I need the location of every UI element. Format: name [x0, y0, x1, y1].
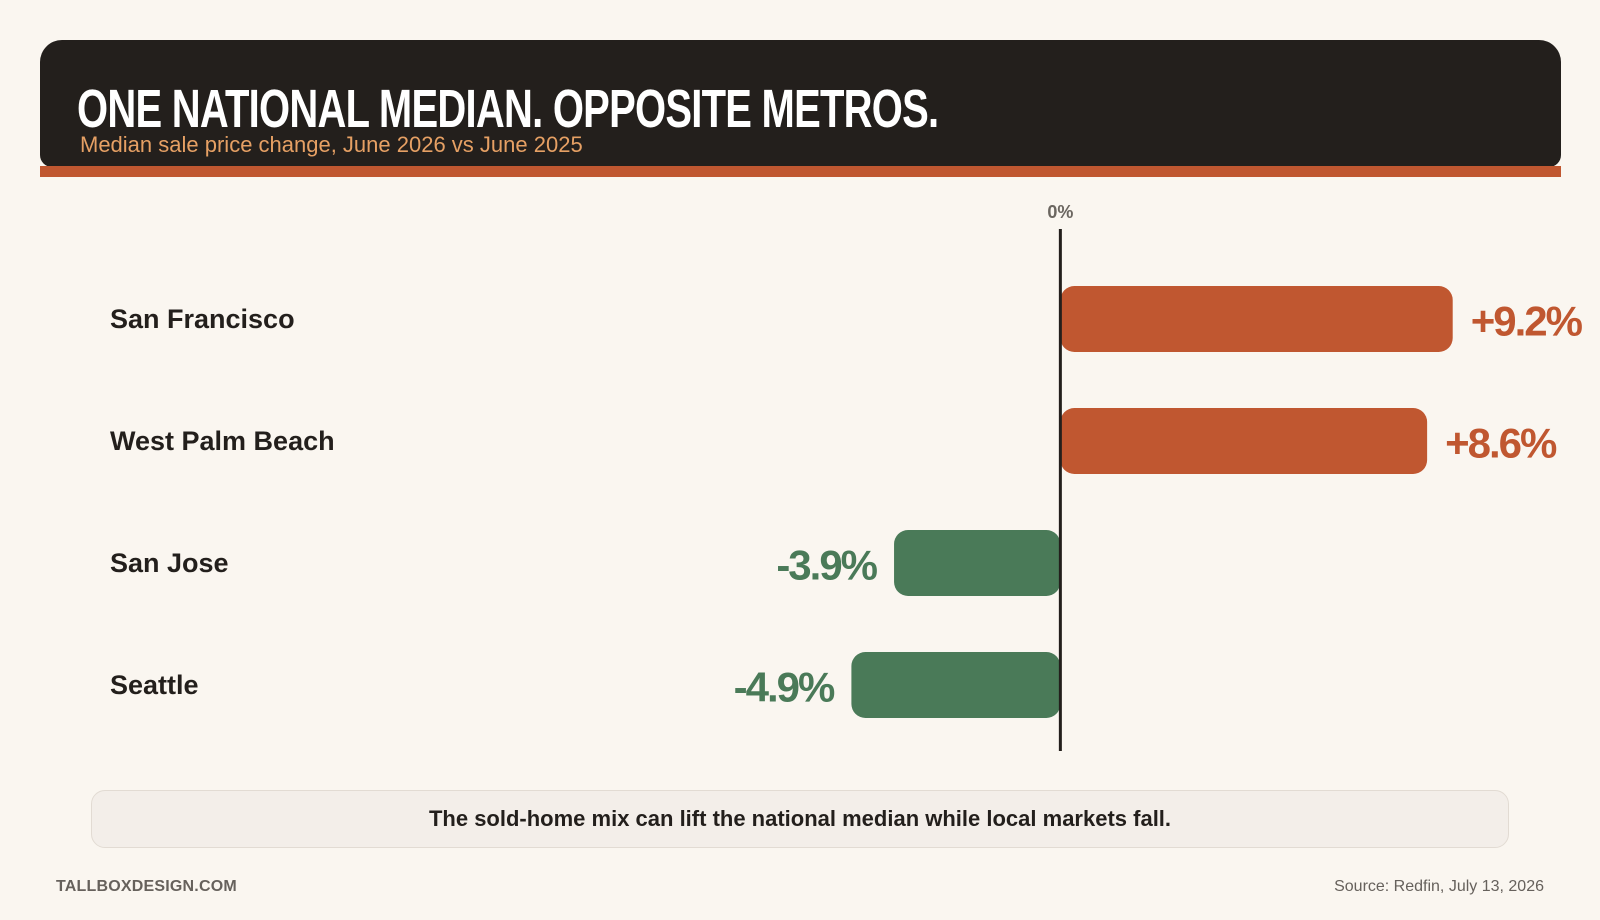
diverging-bar-chart: San Francisco +9.2% West Palm Beach +8.6% Sa…: [110, 202, 1585, 751]
category-label: West Palm Beach: [110, 426, 335, 456]
category-label: San Jose: [110, 548, 229, 578]
value-label: -3.9%: [776, 542, 877, 589]
value-label: -4.9%: [734, 664, 835, 711]
chart-title: ONE NATIONAL MEDIAN. OPPOSITE METROS.: [77, 79, 939, 139]
zero-axis-label: 0%: [1047, 202, 1073, 222]
header-banner: [40, 40, 1561, 167]
category-label: Seattle: [110, 670, 199, 700]
brand-label: TALLBOXDESIGN.COM: [56, 878, 237, 895]
header-accent-rule: [40, 166, 1561, 177]
bar: [1060, 408, 1428, 474]
value-label: +8.6%: [1445, 420, 1557, 467]
source-note: Source: Redfin, July 13, 2026: [1334, 878, 1544, 895]
takeaway-callout: The sold-home mix can lift the national …: [91, 790, 1509, 848]
value-label: +9.2%: [1471, 298, 1583, 345]
chart-subtitle: Median sale price change, June 2026 vs J…: [80, 132, 583, 157]
bar: [894, 530, 1061, 596]
bar: [1060, 286, 1453, 352]
bar: [851, 652, 1061, 718]
category-label: San Francisco: [110, 304, 295, 334]
